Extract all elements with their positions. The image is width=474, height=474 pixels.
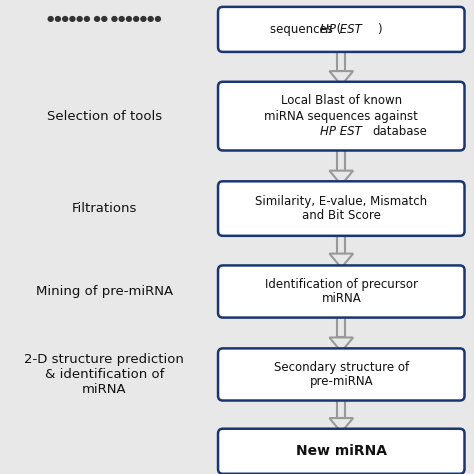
FancyBboxPatch shape [218, 265, 465, 318]
Text: Secondary structure of: Secondary structure of [273, 361, 409, 374]
Polygon shape [337, 231, 345, 254]
Text: Similarity, E-value, Mismatch: Similarity, E-value, Mismatch [255, 195, 428, 208]
Text: and Bit Score: and Bit Score [302, 209, 381, 222]
Polygon shape [329, 171, 353, 185]
Polygon shape [337, 396, 345, 418]
Text: HP EST: HP EST [320, 23, 362, 36]
Text: sequences (: sequences ( [270, 23, 341, 36]
Polygon shape [329, 337, 353, 352]
Text: database: database [372, 125, 427, 138]
Polygon shape [329, 71, 353, 85]
Text: 2-D structure prediction
& identification of
miRNA: 2-D structure prediction & identificatio… [24, 353, 184, 396]
Polygon shape [329, 418, 353, 432]
Text: ●●●●●● ●● ●●●●●●●: ●●●●●● ●● ●●●●●●● [47, 14, 162, 22]
FancyBboxPatch shape [218, 428, 465, 474]
FancyBboxPatch shape [218, 7, 465, 52]
Text: HP EST: HP EST [320, 125, 362, 138]
Polygon shape [337, 146, 345, 171]
Text: miRNA sequences against: miRNA sequences against [264, 109, 418, 123]
Text: miRNA: miRNA [321, 292, 361, 305]
Text: Identification of precursor: Identification of precursor [265, 278, 418, 291]
Polygon shape [329, 254, 353, 268]
Text: New miRNA: New miRNA [296, 444, 387, 458]
Text: pre-miRNA: pre-miRNA [310, 375, 373, 388]
Text: Local Blast of known: Local Blast of known [281, 94, 402, 107]
Text: Filtrations: Filtrations [72, 202, 137, 215]
FancyBboxPatch shape [218, 82, 465, 151]
Text: Selection of tools: Selection of tools [47, 109, 162, 123]
Polygon shape [337, 313, 345, 337]
FancyBboxPatch shape [218, 181, 465, 236]
Polygon shape [337, 47, 345, 71]
Text: Mining of pre-miRNA: Mining of pre-miRNA [36, 285, 173, 298]
Text: ): ) [377, 23, 382, 36]
FancyBboxPatch shape [218, 348, 465, 401]
